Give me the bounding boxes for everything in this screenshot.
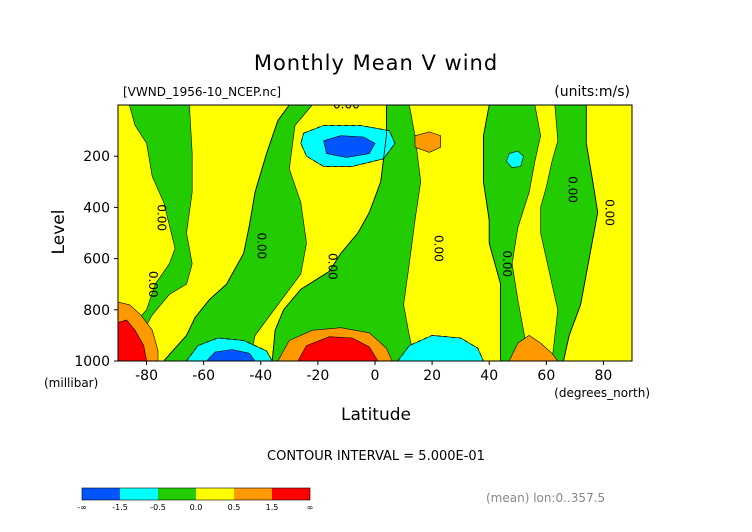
contour-label: 0.00: [154, 204, 168, 231]
colorbar-swatch: [158, 488, 196, 500]
plot-area: 0.00 0.00 0.00 0.00 0.00 0.00 0.00 0.00 0.00: [118, 98, 632, 361]
colorbar: -∞ -1.5 -0.5 0.0 0.5 1.5 ∞: [77, 487, 314, 512]
x-tick-label: -60: [192, 368, 215, 384]
x-tick-label: 40: [480, 368, 498, 384]
contour-line: [397, 334, 484, 361]
contour-region-pos: [511, 105, 559, 361]
colorbar-swatch: [234, 488, 272, 500]
file-label: [VWND_1956-10_NCEP.nc]: [123, 85, 281, 99]
contour-region-neg: [506, 150, 524, 169]
x-tick-label: 20: [423, 368, 441, 384]
x-axis-label: Latitude: [341, 405, 411, 425]
y-tick-label: 800: [83, 303, 110, 319]
contour-region-neg2: [206, 349, 256, 361]
y-axis-units: (millibar): [44, 376, 98, 390]
contour-label: 0.00: [603, 199, 617, 226]
contour-region-pos2: [508, 335, 559, 361]
colorbar-tick-label: 0.5: [228, 503, 241, 512]
contour-label: 0.00: [333, 98, 360, 112]
colorbar-swatch: [120, 488, 158, 500]
colorbar-tick-label: 1.5: [266, 503, 279, 512]
colorbar-tick-label: ∞: [307, 503, 314, 512]
contour-region-neg2: [323, 135, 376, 158]
contour-label: 0.00: [254, 232, 268, 259]
colorbar-tick-label: -1.5: [112, 503, 128, 512]
y-tick-label: 200: [83, 149, 110, 165]
contour-line: [186, 337, 273, 361]
y-tick-label: 600: [83, 252, 110, 268]
footer-note: (mean) lon:0..357.5: [486, 491, 605, 505]
contour-label: 0.00: [500, 250, 514, 277]
contour-label: 0.00: [326, 253, 340, 280]
axes: -80 -60 -40 -20 0 20 40 60 80 200 400 600 800 1000: [74, 149, 612, 384]
colorbar-swatch: [82, 488, 120, 500]
contour-label: 0.00: [566, 176, 580, 203]
y-axis-label: Level: [49, 210, 69, 255]
x-tick-label: 60: [537, 368, 555, 384]
x-tick-label: -80: [135, 368, 158, 384]
colorbar-tick-label: -∞: [77, 503, 87, 512]
contour-region-pos2: [414, 131, 442, 153]
contour-interval-text: CONTOUR INTERVAL = 5.000E-01: [267, 449, 485, 464]
x-tick-label: -40: [249, 368, 272, 384]
chart-title: Monthly Mean V wind: [254, 51, 498, 75]
colorbar-tick-label: -0.5: [150, 503, 166, 512]
x-tick-label: -20: [306, 368, 329, 384]
contour-line: [563, 105, 599, 361]
x-tick-label: 0: [371, 368, 380, 384]
contour-line: [483, 105, 502, 361]
contour-region-pos3: [118, 319, 147, 361]
contour-label: 0.00: [431, 235, 445, 262]
contour-line: [163, 105, 290, 361]
y-tick-label: 1000: [74, 354, 110, 370]
colorbar-tick-label: 0.0: [190, 503, 203, 512]
y-tick-label: 400: [83, 200, 110, 216]
x-tick-label: 80: [595, 368, 613, 384]
contour-label: 0.00: [146, 271, 160, 298]
colorbar-swatch: [196, 488, 234, 500]
units-label: (units:m/s): [554, 84, 630, 100]
contour-region-pos3: [297, 336, 379, 361]
contour-line: [271, 105, 387, 361]
x-axis-units: (degrees_north): [554, 386, 650, 400]
contour-line: [300, 125, 396, 167]
colorbar-frame: [81, 487, 311, 501]
colorbar-swatch: [272, 488, 310, 500]
